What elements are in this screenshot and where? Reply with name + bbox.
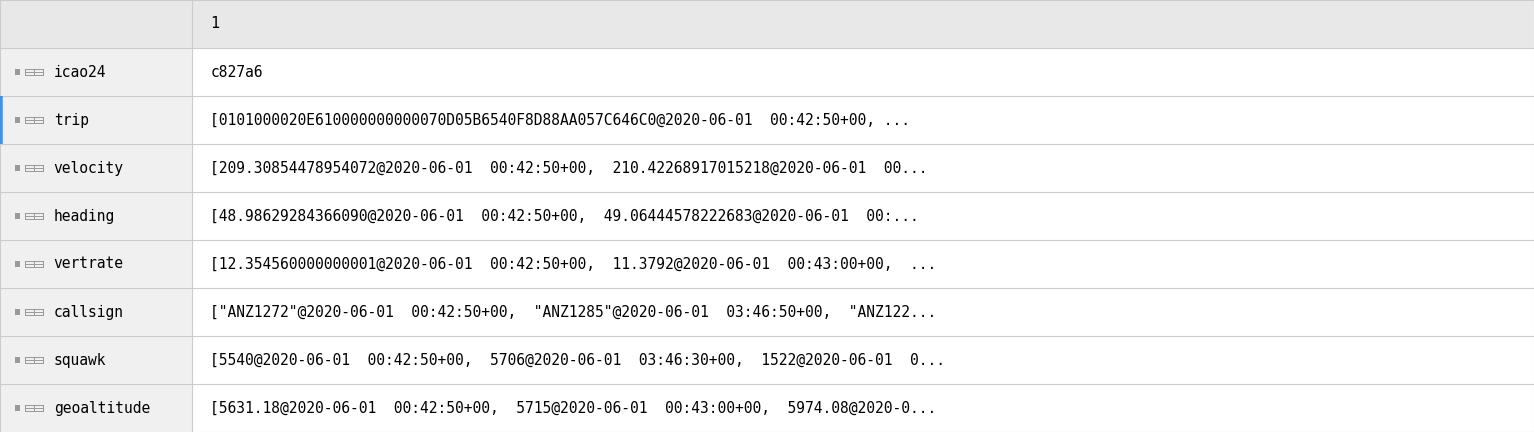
FancyBboxPatch shape bbox=[192, 48, 1534, 96]
FancyBboxPatch shape bbox=[192, 288, 1534, 336]
FancyBboxPatch shape bbox=[15, 213, 20, 219]
Text: [5631.18@2020-06-01  00:42:50+00,  5715@2020-06-01  00:43:00+00,  5974.08@2020-0: [5631.18@2020-06-01 00:42:50+00, 5715@20… bbox=[210, 400, 936, 416]
FancyBboxPatch shape bbox=[0, 384, 192, 432]
Text: geoaltitude: geoaltitude bbox=[54, 400, 150, 416]
Text: [0101000020E610000000000070D05B6540F8D88AA057C646C0@2020-06-01  00:42:50+00, ...: [0101000020E610000000000070D05B6540F8D88… bbox=[210, 112, 910, 127]
Text: 1: 1 bbox=[210, 16, 219, 32]
Text: [5540@2020-06-01  00:42:50+00,  5706@2020-06-01  03:46:30+00,  1522@2020-06-01  : [5540@2020-06-01 00:42:50+00, 5706@2020-… bbox=[210, 353, 945, 368]
FancyBboxPatch shape bbox=[0, 0, 192, 48]
FancyBboxPatch shape bbox=[192, 96, 1534, 144]
FancyBboxPatch shape bbox=[15, 69, 20, 75]
Text: [48.98629284366090@2020-06-01  00:42:50+00,  49.06444578222683@2020-06-01  00:..: [48.98629284366090@2020-06-01 00:42:50+0… bbox=[210, 209, 919, 223]
FancyBboxPatch shape bbox=[0, 48, 192, 96]
FancyBboxPatch shape bbox=[192, 336, 1534, 384]
Text: velocity: velocity bbox=[54, 161, 124, 175]
FancyBboxPatch shape bbox=[15, 357, 20, 363]
FancyBboxPatch shape bbox=[0, 240, 192, 288]
Text: [12.354560000000001@2020-06-01  00:42:50+00,  11.3792@2020-06-01  00:43:00+00,  : [12.354560000000001@2020-06-01 00:42:50+… bbox=[210, 257, 936, 271]
Text: trip: trip bbox=[54, 112, 89, 127]
FancyBboxPatch shape bbox=[0, 288, 192, 336]
Text: callsign: callsign bbox=[54, 305, 124, 320]
Text: squawk: squawk bbox=[54, 353, 106, 368]
FancyBboxPatch shape bbox=[15, 117, 20, 123]
FancyBboxPatch shape bbox=[192, 384, 1534, 432]
FancyBboxPatch shape bbox=[192, 144, 1534, 192]
Text: vertrate: vertrate bbox=[54, 257, 124, 271]
FancyBboxPatch shape bbox=[15, 165, 20, 171]
Text: ["ANZ1272"@2020-06-01  00:42:50+00,  "ANZ1285"@2020-06-01  03:46:50+00,  "ANZ122: ["ANZ1272"@2020-06-01 00:42:50+00, "ANZ1… bbox=[210, 305, 936, 320]
Text: heading: heading bbox=[54, 209, 115, 223]
FancyBboxPatch shape bbox=[192, 192, 1534, 240]
FancyBboxPatch shape bbox=[15, 405, 20, 411]
Text: icao24: icao24 bbox=[54, 64, 106, 79]
FancyBboxPatch shape bbox=[0, 336, 192, 384]
FancyBboxPatch shape bbox=[192, 240, 1534, 288]
Text: c827a6: c827a6 bbox=[210, 64, 262, 79]
FancyBboxPatch shape bbox=[0, 192, 192, 240]
FancyBboxPatch shape bbox=[0, 144, 192, 192]
FancyBboxPatch shape bbox=[0, 96, 192, 144]
FancyBboxPatch shape bbox=[15, 261, 20, 267]
FancyBboxPatch shape bbox=[192, 0, 1534, 48]
Text: [209.30854478954072@2020-06-01  00:42:50+00,  210.42268917015218@2020-06-01  00.: [209.30854478954072@2020-06-01 00:42:50+… bbox=[210, 161, 928, 175]
FancyBboxPatch shape bbox=[15, 309, 20, 315]
